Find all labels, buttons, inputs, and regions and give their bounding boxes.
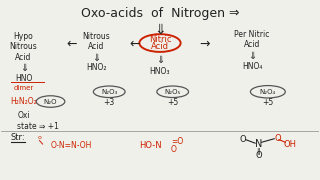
Text: N₂O₃: N₂O₃ bbox=[101, 89, 117, 95]
Text: Oxo-acids  of  Nitrogen ⇒: Oxo-acids of Nitrogen ⇒ bbox=[81, 7, 239, 20]
Text: HNO₃: HNO₃ bbox=[150, 67, 170, 76]
Text: HNO: HNO bbox=[15, 74, 32, 83]
Text: +5: +5 bbox=[262, 98, 274, 107]
Text: HO-N: HO-N bbox=[139, 141, 162, 150]
Text: Acid: Acid bbox=[88, 42, 105, 51]
Text: ←: ← bbox=[66, 37, 76, 50]
Text: N₂O₅: N₂O₅ bbox=[164, 89, 181, 95]
Text: Str:: Str: bbox=[11, 133, 26, 142]
Text: Nitric: Nitric bbox=[149, 35, 171, 44]
Text: →: → bbox=[199, 37, 210, 50]
Text: Acid: Acid bbox=[15, 53, 32, 62]
Text: dimer: dimer bbox=[13, 85, 34, 91]
Text: ⇓: ⇓ bbox=[156, 55, 164, 65]
Text: O: O bbox=[274, 134, 281, 143]
Text: ⇓: ⇓ bbox=[248, 51, 256, 61]
Text: Nitrous: Nitrous bbox=[10, 42, 37, 51]
Text: N₂O: N₂O bbox=[44, 98, 57, 105]
Text: O: O bbox=[171, 145, 177, 154]
Text: state ⇒ +1: state ⇒ +1 bbox=[17, 122, 59, 131]
Text: ⇓: ⇓ bbox=[92, 53, 100, 63]
Text: ||: || bbox=[256, 148, 261, 155]
Text: Acid: Acid bbox=[151, 42, 169, 51]
Text: Nitrous: Nitrous bbox=[83, 31, 110, 40]
Text: Per Nitric: Per Nitric bbox=[234, 30, 270, 39]
Text: O: O bbox=[239, 135, 246, 144]
Text: O-N=N-OH: O-N=N-OH bbox=[51, 141, 92, 150]
Text: HNO₂: HNO₂ bbox=[86, 63, 107, 72]
Text: N: N bbox=[255, 139, 262, 149]
Text: o: o bbox=[37, 135, 41, 140]
Text: +3: +3 bbox=[104, 98, 115, 107]
Text: ⇓: ⇓ bbox=[20, 63, 28, 73]
Text: +5: +5 bbox=[167, 98, 178, 107]
Text: ⇓: ⇓ bbox=[154, 23, 166, 37]
Text: O: O bbox=[255, 151, 262, 160]
Text: Hypo: Hypo bbox=[14, 31, 34, 40]
Text: =O: =O bbox=[171, 137, 183, 146]
Text: Acid: Acid bbox=[244, 40, 260, 49]
Text: Oxi: Oxi bbox=[17, 111, 30, 120]
Text: N₂O₄: N₂O₄ bbox=[260, 89, 276, 95]
Text: HNO₄: HNO₄ bbox=[242, 62, 262, 71]
Text: OH: OH bbox=[284, 140, 297, 148]
Text: ←: ← bbox=[129, 37, 140, 50]
Text: H₂N₂O₂: H₂N₂O₂ bbox=[10, 97, 37, 106]
